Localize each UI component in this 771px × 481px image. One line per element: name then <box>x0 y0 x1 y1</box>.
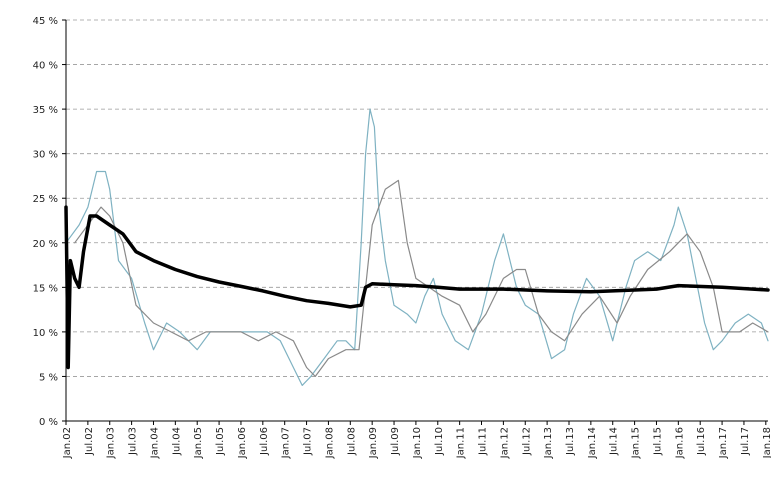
x-tick-label: Jul.13 <box>565 427 576 456</box>
x-tick-label: Jul.09 <box>390 427 401 456</box>
x-tick-label: Jan.05 <box>193 427 204 459</box>
x-tick-label: Jul.10 <box>434 427 445 456</box>
x-tick-label: Jan.06 <box>237 427 248 459</box>
x-tick-labels: Jan.02 Jul.02 Jan.03 Jul.03 Jan.04 Jul.04 Jan.… <box>62 427 771 459</box>
x-tick-label: Jul.06 <box>259 427 270 456</box>
x-tick-label: Jul.03 <box>128 427 139 456</box>
y-tick-label: 15 % <box>33 283 58 294</box>
x-tick-label: Jan.02 <box>62 427 73 459</box>
axes <box>62 19 768 425</box>
x-tick-label: Jul.04 <box>171 427 182 456</box>
x-tick-label: Jan.09 <box>368 427 379 459</box>
y-tick-labels: 0 % 5 % 10 % 15 % 20 % 25 % 30 % 35 % 40 % 45 % <box>33 16 58 428</box>
y-tick-label: 5 % <box>39 372 58 383</box>
y-tick-label: 10 % <box>33 328 58 339</box>
y-tick-label: 30 % <box>33 150 58 161</box>
x-tick-label: Jan.10 <box>412 427 423 459</box>
x-tick-label: Jan.11 <box>456 427 467 459</box>
y-tick-label: 40 % <box>33 61 58 72</box>
y-tick-label: 25 % <box>33 194 58 205</box>
y-tick-label: 45 % <box>33 16 58 27</box>
y-tick-label: 20 % <box>33 239 58 250</box>
x-tick-label: Jan.12 <box>499 427 510 459</box>
x-tick-label: Jul.16 <box>696 427 707 456</box>
x-tick-label: Jul.08 <box>346 427 357 456</box>
x-tick-label: Jan.16 <box>674 427 685 459</box>
x-tick-label: Jan.18 <box>762 427 771 459</box>
x-tick-label: Jul.02 <box>84 427 95 456</box>
series-line-1 <box>65 108 769 386</box>
x-tick-label: Jul.11 <box>478 427 489 456</box>
y-tick-label: 35 % <box>33 105 58 116</box>
x-tick-label: Jan.14 <box>587 427 598 459</box>
x-tick-label: Jan.15 <box>631 427 642 459</box>
x-tick-label: Jul.15 <box>652 427 663 456</box>
x-tick-label: Jan.04 <box>149 427 160 459</box>
x-tick-label: Jul.05 <box>215 427 226 456</box>
series-line-2 <box>74 179 769 377</box>
series-line-3 <box>64 205 770 370</box>
x-tick-label: Jul.14 <box>609 427 620 456</box>
y-tick-label: 0 % <box>39 417 58 428</box>
gridlines <box>66 19 768 377</box>
x-tick-label: Jan.03 <box>106 427 117 459</box>
x-tick-label: Jul.12 <box>521 427 532 456</box>
x-tick-label: Jan.08 <box>324 427 335 459</box>
x-tick-label: Jan.17 <box>718 427 729 459</box>
x-tick-label: Jul.17 <box>740 427 751 456</box>
x-tick-label: Jan.07 <box>281 427 292 459</box>
x-tick-label: Jul.07 <box>303 427 314 456</box>
series-lines <box>64 108 770 386</box>
x-tick-label: Jan.13 <box>543 427 554 459</box>
